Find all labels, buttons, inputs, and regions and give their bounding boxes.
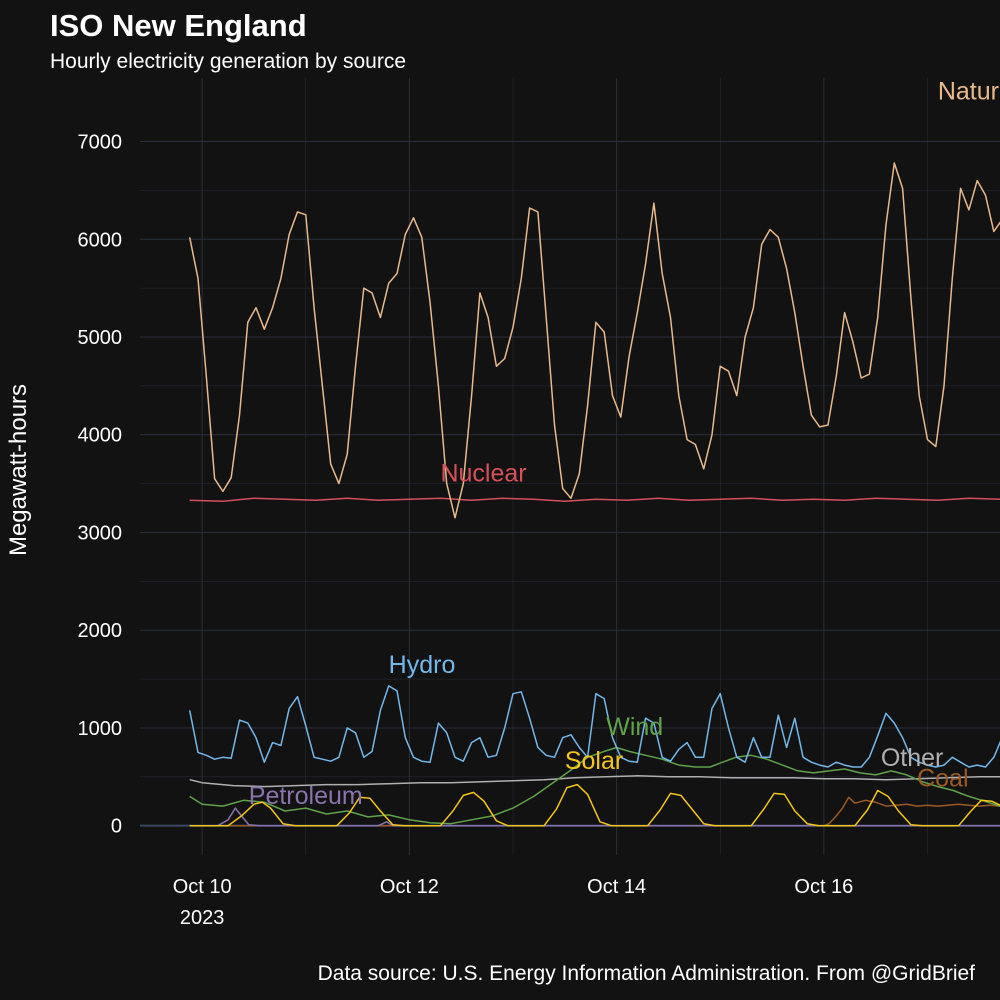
y-tick-label: 5000: [78, 327, 123, 349]
series-label-solar: Solar: [565, 747, 623, 775]
series-label-wind: Wind: [606, 713, 663, 741]
data-source-caption: Data source: U.S. Energy Information Adm…: [317, 962, 975, 985]
series-label-coal: Coal: [917, 765, 968, 793]
series-label-natural-gas: Natural ga: [938, 78, 1000, 106]
x-tick-label: Oct 10: [173, 876, 232, 898]
chart-title: ISO New England: [50, 8, 307, 43]
y-tick-label: 2000: [78, 620, 123, 642]
x-tick-sublabel: 2023: [180, 907, 225, 929]
series-line-coal: [189, 796, 1000, 827]
x-tick-label: Oct 12: [380, 876, 439, 898]
chart-subtitle: Hourly electricity generation by source: [50, 50, 406, 73]
y-tick-label: 7000: [78, 132, 123, 154]
y-tick-label: 0: [111, 816, 122, 838]
series-label-petroleum: Petroleum: [249, 782, 363, 810]
series-line-nuclear: [189, 497, 1000, 502]
series-line-natural-gas: [188, 162, 1000, 519]
series-label-other: Other: [881, 744, 944, 772]
series-line-petroleum: [189, 807, 1000, 827]
series-line-hydro: [188, 685, 1000, 768]
series-line-solar: [189, 783, 1000, 827]
y-tick-label: 6000: [78, 229, 123, 251]
y-tick-label: 4000: [78, 425, 123, 447]
series-label-nuclear: Nuclear: [440, 460, 526, 488]
y-tick-label: 1000: [78, 718, 123, 740]
y-axis-title: Megawatt-hours: [5, 384, 32, 556]
series-line-other: [189, 775, 1000, 788]
y-tick-label: 3000: [78, 522, 123, 544]
series-label-layer: Natural ga Nuclear Hydro Wind Solar OtherCoal…: [249, 78, 1000, 811]
x-tick-label: Oct 16: [794, 876, 853, 898]
grid-layer: [140, 78, 1000, 855]
axis-layer: 0 1000 2000 3000 4000 5000 6000 7000 Oct 10 2023 O…: [78, 132, 854, 929]
x-tick-label: Oct 14: [587, 876, 646, 898]
series-label-hydro: Hydro: [389, 651, 456, 679]
series-layer: [188, 162, 1000, 827]
